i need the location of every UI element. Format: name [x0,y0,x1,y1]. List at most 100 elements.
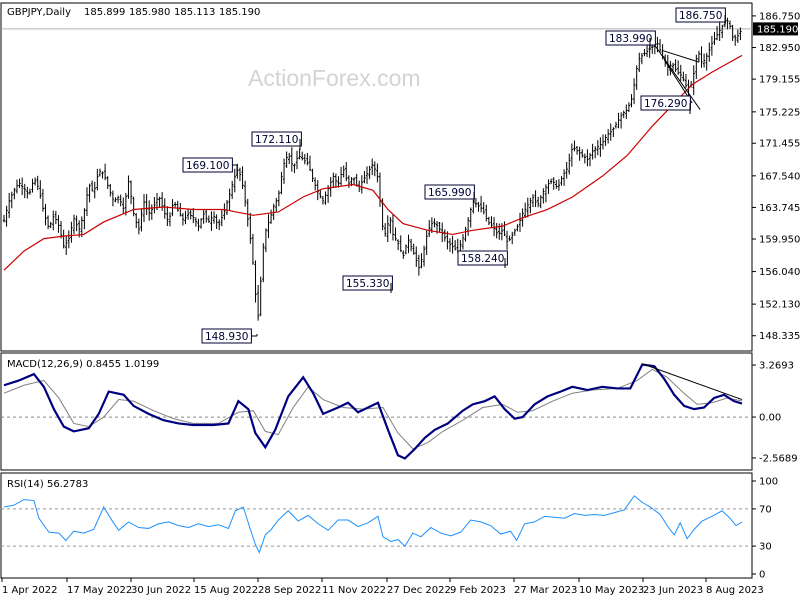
trendline [649,38,701,110]
price-bar [645,44,649,58]
price-bar [52,210,55,231]
price-bar [251,233,255,265]
price-bar [536,196,540,208]
price-bar [487,216,491,226]
rsi-y-tick-label: 100 [759,477,778,488]
price-bar [88,183,91,203]
price-bar [337,176,340,188]
rsi-y-tick-label: 0 [759,570,765,581]
price-bar [352,177,356,185]
price-bar [702,53,706,68]
rsi-pane-frame [0,472,753,579]
price-bar [59,220,63,239]
price-bar [5,205,8,227]
price-bar [300,151,304,161]
price-bar [295,150,299,170]
price-bar [103,163,107,181]
price-annotation: 176.290 [640,95,691,114]
price-bar [570,143,574,167]
price-bar [129,180,133,205]
price-y-tick-label: 175.225 [759,107,800,118]
price-bar [7,192,11,219]
price-bar [39,180,42,199]
price-bar [67,230,71,249]
price-bar [389,216,392,234]
price-pane: ActionForex.com GBPJPY,Daily 185.899 185… [0,2,800,352]
price-bar [41,188,45,212]
price-bar [26,186,29,199]
price-bar [601,134,605,150]
price-bar [464,226,467,242]
price-annotation-label: 176.290 [644,98,687,110]
price-bar [386,215,389,243]
price-bar [230,180,234,200]
price-annotation-label: 158.240 [461,253,504,265]
price-bar [254,260,257,303]
price-bar [93,181,96,199]
price-bar [28,188,32,195]
price-bar [617,112,620,129]
price-bar [612,127,615,138]
price-bar [542,188,545,204]
price-y-tick-label: 167.540 [759,171,800,182]
current-price-box [753,22,798,36]
price-bar [15,179,19,194]
price-bar [679,64,682,81]
macd-main-line [3,363,743,460]
price-bar [508,235,511,242]
price-bar [282,158,286,184]
price-bar [518,212,522,232]
price-bar [568,153,571,175]
price-bar [555,180,558,189]
price-bar [635,65,638,90]
price-bar [215,214,218,229]
price-annotation-label: 183.990 [609,33,652,45]
price-bar [682,71,685,82]
price-bar [329,177,332,197]
price-bar [529,197,532,214]
macd-pane: MACD(12,26,9) 0.8455 1.0199 3.2693 0.00 -2… [0,352,798,471]
price-bar [446,231,449,250]
x-tick-label: 10 May 2023 [579,585,644,596]
rsi-pane-title: RSI(14) 56.2783 [7,479,88,490]
price-bar [674,59,677,73]
price-bar [609,123,612,141]
price-bar [80,216,83,238]
price-bar [492,217,496,237]
price-bar [23,183,26,199]
price-bar [220,209,224,227]
price-bar [137,218,141,235]
price-pane-ohlc-low: 185.113 [174,7,215,18]
price-pane-title: GBPJPY,Daily [7,7,71,18]
price-bar [210,211,213,231]
price-bar [453,240,457,251]
price-bar [547,179,550,195]
x-tick-label: 27 Mar 2023 [514,585,577,596]
price-bar [557,179,561,191]
price-bar [181,212,185,226]
price-y-tick-label: 171.455 [759,139,800,150]
x-tick-label: 1 Apr 2022 [2,585,57,596]
price-bar [122,197,125,214]
price-bar [31,178,34,193]
price-bar [363,171,366,184]
price-bar [280,171,283,195]
price-bar [718,22,721,42]
price-bar [246,198,249,227]
price-bar [604,134,607,146]
price-bar [425,230,428,255]
price-bar [490,216,493,228]
price-bar [581,149,584,158]
price-bar [391,214,395,241]
price-bar [109,183,112,197]
price-bar [485,204,488,222]
price-bar [313,177,317,191]
rsi-line [3,495,743,554]
x-tick-label: 30 Jun 2022 [131,585,191,596]
price-bar [376,163,379,183]
price-bar [560,176,563,186]
macd-y-tick-label: 0.00 [759,413,781,424]
macd-pane-title: MACD(12,26,9) 0.8455 1.0199 [7,359,159,370]
price-bar [202,209,205,224]
